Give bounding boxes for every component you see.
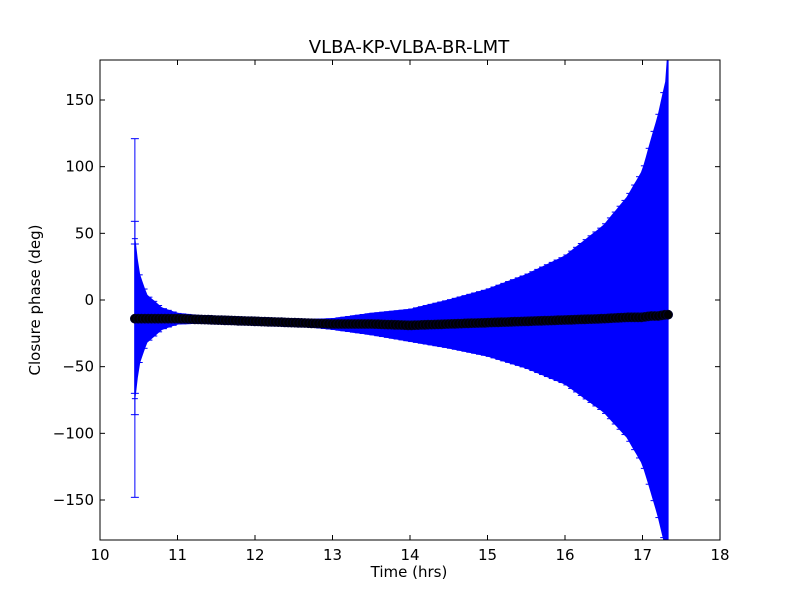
y-tick-label: 50 <box>75 224 94 242</box>
chart-title: VLBA-KP-VLBA-BR-LMT <box>309 37 510 58</box>
x-axis-label: Time (hrs) <box>370 563 448 581</box>
x-tick-label: 17 <box>633 546 652 564</box>
y-tick-label: 0 <box>84 291 94 309</box>
axes: 10 11 12 13 14 15 16 17 18 −150 −100 −50 0 50 100 150 <box>53 59 730 564</box>
x-tick-label: 14 <box>400 546 419 564</box>
plot-area <box>129 60 673 540</box>
y-tick-label: −150 <box>53 491 94 509</box>
data-group <box>129 60 673 540</box>
y-tick-label: 100 <box>65 158 94 176</box>
x-tick-label: 18 <box>710 546 729 564</box>
y-tick-label: 150 <box>65 91 94 109</box>
x-tick-label: 12 <box>245 546 264 564</box>
x-tick-label: 11 <box>168 546 187 564</box>
x-tick-label: 13 <box>323 546 342 564</box>
y-axis-label: Closure phase (deg) <box>26 225 44 376</box>
y-tick-label: −100 <box>53 424 94 442</box>
x-tick-label: 15 <box>478 546 497 564</box>
data-point <box>663 309 673 320</box>
x-tick-label: 16 <box>555 546 574 564</box>
y-tick-label: −50 <box>62 358 94 376</box>
x-tick-label: 10 <box>90 546 109 564</box>
